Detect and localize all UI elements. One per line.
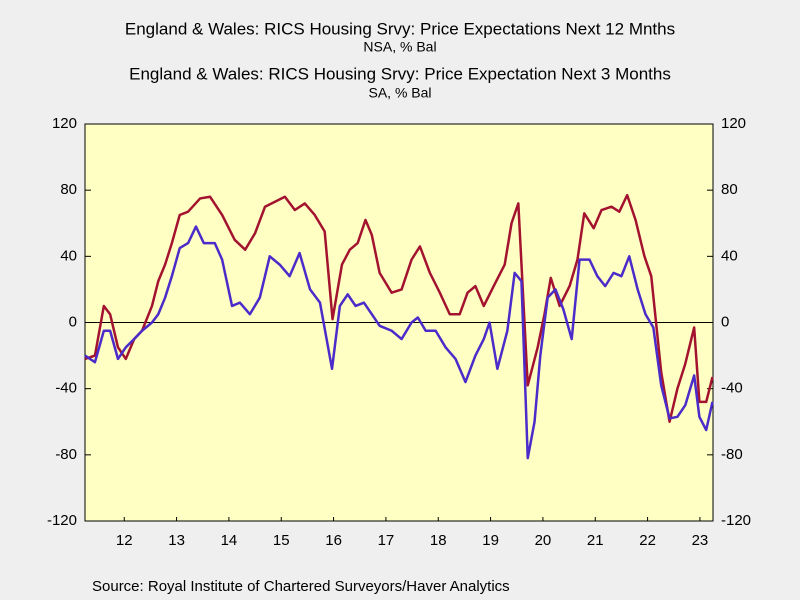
- series-unit: NSA, % Bal: [363, 39, 436, 55]
- series-line: [84, 193, 714, 423]
- y-tick-label: 0: [69, 313, 77, 330]
- y2-tick-label: -120: [721, 512, 751, 529]
- x-tick-label: 14: [221, 532, 238, 549]
- y-tick-label: 80: [60, 181, 77, 198]
- y2-tick-label: -40: [721, 380, 743, 397]
- y-tick-label: -120: [47, 512, 77, 529]
- x-tick-label: 17: [378, 532, 395, 549]
- y2-tick-label: 120: [721, 115, 746, 132]
- x-tick-label: 16: [325, 532, 342, 549]
- series-unit: SA, % Bal: [368, 85, 431, 101]
- y-tick-label: 40: [60, 247, 77, 264]
- x-tick-label: 23: [692, 532, 709, 549]
- x-tick-label: 21: [587, 532, 604, 549]
- series-title: England & Wales: RICS Housing Srvy: Pric…: [125, 19, 675, 38]
- series-title: England & Wales: RICS Housing Srvy: Pric…: [129, 64, 671, 83]
- source: Source: Royal Institute of Chartered Sur…: [92, 578, 510, 595]
- series-line: [84, 225, 714, 460]
- y-tick-label: -40: [55, 380, 77, 397]
- x-tick-label: 20: [535, 532, 552, 549]
- x-tick-label: 18: [430, 532, 447, 549]
- y-tick-label: 120: [52, 115, 77, 132]
- y2-tick-label: 40: [721, 247, 738, 264]
- x-tick-label: 19: [482, 532, 499, 549]
- x-tick-label: 15: [273, 532, 290, 549]
- x-tick-label: 22: [639, 532, 656, 549]
- y2-tick-label: 80: [721, 181, 738, 198]
- x-tick-label: 13: [168, 532, 185, 549]
- y-tick-label: -80: [55, 446, 77, 463]
- y2-tick-label: 0: [721, 313, 729, 330]
- y2-tick-label: -80: [721, 446, 743, 463]
- x-tick-label: 12: [116, 532, 133, 549]
